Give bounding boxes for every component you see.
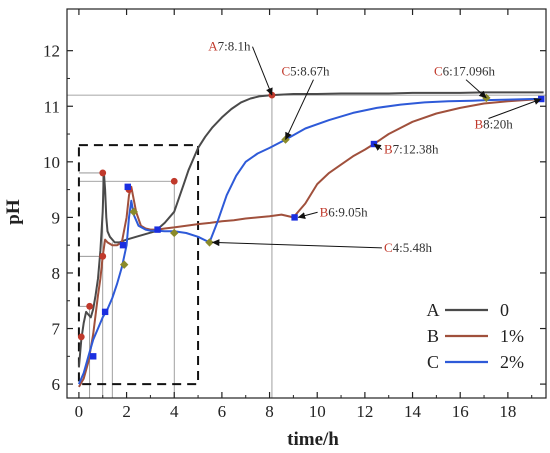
annotation-letter-1: C [281, 64, 290, 79]
annotation-letter-3: B [475, 116, 484, 131]
annotation-label-6: C4:5.48h [384, 240, 433, 255]
x-tick-label-4: 8 [265, 402, 274, 421]
y-tick-label-2: 8 [52, 264, 61, 283]
legend-label-a: 0 [500, 300, 509, 320]
y-axis-label: pH [3, 199, 24, 225]
annotation-value-0: 7:8.1h [218, 39, 251, 54]
marker-b-0 [99, 252, 107, 260]
y-tick-label-4: 10 [43, 153, 60, 172]
x-tick-label-9: 18 [499, 402, 516, 421]
series-line-c [77, 98, 544, 385]
plot-frame [66, 8, 547, 399]
annotation-arrow-1 [285, 79, 314, 141]
annotation-letter-5: B [320, 204, 329, 219]
annotation-arrow-6 [211, 239, 382, 249]
x-tick-label-6: 12 [356, 402, 373, 421]
annotation-letter-6: C [384, 240, 393, 255]
annotation-label-0: A7:8.1h [208, 39, 251, 54]
legend-label-c: 2% [500, 352, 524, 372]
marker-diamond-2 [170, 228, 179, 238]
annotation-label-2: C6:17.096h [434, 64, 496, 79]
marker-diamond-0 [119, 260, 129, 269]
marker-c-1 [101, 308, 109, 316]
marker-a-1 [86, 302, 94, 310]
annotation-arrow-4 [373, 143, 383, 151]
legend-label-b: 1% [500, 326, 524, 346]
x-tick-label-1: 2 [122, 402, 131, 421]
annotation-value-3: 8:20h [483, 116, 513, 131]
annotation-letter-4: B [384, 141, 393, 156]
y-tick-label-1: 7 [52, 320, 61, 339]
axes: 0 2 4 6 8 10 12 14 16 18 6 7 8 9 10 11 12 [43, 9, 546, 421]
annotation-arrow-5 [297, 211, 318, 219]
y-tick-label-5: 11 [44, 97, 60, 116]
x-tick-label-5: 10 [309, 402, 326, 421]
y-tick-label-3: 9 [52, 208, 61, 227]
x-tick-label-8: 16 [452, 402, 469, 421]
series-line-a [77, 91, 544, 368]
x-axis-label: time/h [287, 429, 339, 450]
y-tick-label-6: 12 [43, 42, 60, 61]
annotation-value-5: 6:9.05h [328, 204, 368, 219]
legend-key-c: C [427, 352, 439, 372]
annotation-label-4: B7:12.38h [384, 141, 439, 156]
legend-key-b: B [427, 326, 439, 346]
marker-b-2 [291, 214, 298, 221]
x-tick-label-3: 6 [218, 402, 227, 421]
marker-c-2 [119, 241, 127, 249]
annotation-arrow-0 [252, 46, 273, 96]
annotation-letter-0: A [208, 39, 218, 54]
marker-diamond-1 [129, 207, 138, 217]
annotation-arrow-2 [465, 79, 487, 99]
x-tick-label-2: 4 [170, 402, 179, 421]
marker-c-3 [124, 183, 131, 191]
annotation-label-1: C5:8.67h [281, 64, 330, 79]
series-lines [77, 91, 544, 388]
marker-c-4 [154, 226, 161, 233]
annotation-value-4: 7:12.38h [393, 141, 439, 156]
marker-a-0 [77, 333, 85, 341]
marker-diamond-3 [205, 238, 214, 247]
y-tick-label-0: 6 [52, 375, 61, 394]
legend-key-a: A [427, 300, 440, 320]
annotation-label-5: B6:9.05h [320, 204, 369, 219]
annotation-arrow-3 [488, 98, 542, 119]
annotation-label-3: B8:20h [475, 116, 514, 131]
x-tick-label-7: 14 [404, 402, 422, 421]
marker-c-0 [90, 353, 97, 360]
annotation-value-2: 6:17.096h [443, 64, 496, 79]
legend: A 0 B 1% C 2% [427, 300, 525, 372]
marker-a-3 [170, 177, 178, 185]
annotation-value-6: 4:5.48h [393, 240, 433, 255]
series-line-b [78, 98, 544, 388]
marker-a-2 [99, 169, 107, 177]
annotation-value-1: 5:8.67h [290, 64, 330, 79]
x-tick-label-0: 0 [75, 402, 84, 421]
annotation-letter-2: C [434, 64, 443, 79]
reference-lines [67, 94, 546, 398]
